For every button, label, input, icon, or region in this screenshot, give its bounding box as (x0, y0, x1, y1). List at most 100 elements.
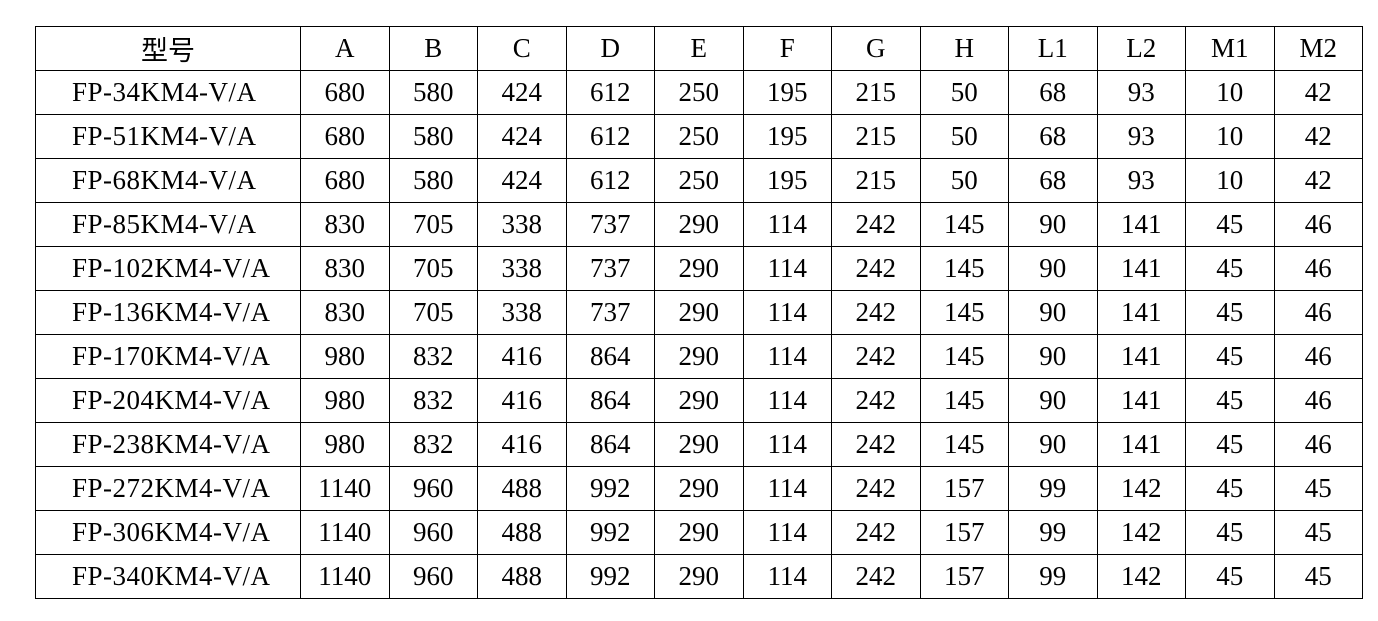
dimension-cell: 45 (1185, 334, 1275, 379)
dimension-cell: 250 (654, 114, 744, 159)
dimension-cell: 242 (831, 202, 921, 247)
column-header: M2 (1273, 26, 1363, 71)
dimension-cell: 488 (477, 466, 567, 511)
dimension-cell: 45 (1185, 510, 1275, 555)
dimension-cell: 290 (654, 378, 744, 423)
table-row: FP-85KM4-V/A 830 705 338 737 290 114 242 145 90 14… (35, 202, 1363, 247)
dimension-cell: 580 (388, 114, 478, 159)
table-row: FP-102KM4-V/A 830 705 338 737 290 114 242 145 90 1… (35, 246, 1363, 291)
dimension-cell: 141 (1096, 334, 1186, 379)
dimension-cell: 242 (831, 334, 921, 379)
dimension-cell: 980 (300, 422, 390, 467)
dimension-cell: 290 (654, 290, 744, 335)
dimension-cell: 290 (654, 466, 744, 511)
column-header: E (654, 26, 744, 71)
dimension-cell: 242 (831, 378, 921, 423)
model-cell: FP-85KM4-V/A (35, 202, 301, 247)
dimension-cell: 195 (742, 158, 832, 203)
dimension-cell: 705 (388, 246, 478, 291)
dimension-cell: 90 (1008, 334, 1098, 379)
dimension-cell: 42 (1273, 158, 1363, 203)
model-cell: FP-204KM4-V/A (35, 378, 301, 423)
dimension-cell: 145 (919, 422, 1009, 467)
column-header: C (477, 26, 567, 71)
dimension-cell: 142 (1096, 554, 1186, 599)
dimension-cell: 864 (565, 378, 655, 423)
dimension-cell: 45 (1273, 510, 1363, 555)
dimension-cell: 46 (1273, 290, 1363, 335)
dimension-cell: 46 (1273, 246, 1363, 291)
dimension-cell: 992 (565, 510, 655, 555)
dimension-cell: 93 (1096, 114, 1186, 159)
dimension-cell: 737 (565, 290, 655, 335)
dimension-cell: 215 (831, 70, 921, 115)
dimension-cell: 45 (1273, 466, 1363, 511)
dimension-cell: 114 (742, 466, 832, 511)
dimension-cell: 830 (300, 202, 390, 247)
dimension-cell: 864 (565, 422, 655, 467)
table-row: FP-34KM4-V/A 680 580 424 612 250 195 215 50 68 93 1… (35, 70, 1363, 115)
dimension-cell: 114 (742, 510, 832, 555)
dimension-cell: 250 (654, 70, 744, 115)
model-cell: FP-68KM4-V/A (35, 158, 301, 203)
dimension-cell: 90 (1008, 378, 1098, 423)
model-cell: FP-51KM4-V/A (35, 114, 301, 159)
column-header: 型号 (35, 26, 301, 71)
dimension-cell: 1140 (300, 510, 390, 555)
dimension-cell: 424 (477, 70, 567, 115)
dimension-cell: 680 (300, 158, 390, 203)
dimension-cell: 90 (1008, 422, 1098, 467)
table-row: FP-136KM4-V/A 830 705 338 737 290 114 242 145 90 1… (35, 290, 1363, 335)
model-cell: FP-306KM4-V/A (35, 510, 301, 555)
dimension-cell: 416 (477, 334, 567, 379)
dimension-cell: 737 (565, 202, 655, 247)
column-header: B (388, 26, 478, 71)
dimension-cell: 68 (1008, 70, 1098, 115)
dimension-cell: 50 (919, 158, 1009, 203)
dimension-cell: 142 (1096, 510, 1186, 555)
dimension-cell: 424 (477, 158, 567, 203)
table-row: FP-340KM4-V/A 1140 960 488 992 290 114 242 157 99… (35, 554, 1363, 599)
dimension-cell: 141 (1096, 202, 1186, 247)
dimension-cell: 580 (388, 158, 478, 203)
dimension-cell: 864 (565, 334, 655, 379)
dimension-cell: 145 (919, 246, 1009, 291)
dimension-cell: 45 (1185, 290, 1275, 335)
dimension-cell: 290 (654, 246, 744, 291)
dimension-cell: 99 (1008, 554, 1098, 599)
column-header: L1 (1008, 26, 1098, 71)
dimension-cell: 416 (477, 422, 567, 467)
dimension-cell: 145 (919, 202, 1009, 247)
dimension-cell: 157 (919, 466, 1009, 511)
dimension-cell: 992 (565, 554, 655, 599)
dimension-cell: 42 (1273, 114, 1363, 159)
dimension-cell: 45 (1185, 422, 1275, 467)
dimension-cell: 141 (1096, 422, 1186, 467)
table-row: FP-238KM4-V/A 980 832 416 864 290 114 242 145 90 1… (35, 422, 1363, 467)
dimension-cell: 242 (831, 422, 921, 467)
dimension-cell: 90 (1008, 290, 1098, 335)
column-header: H (919, 26, 1009, 71)
dimension-cell: 290 (654, 334, 744, 379)
dimension-cell: 830 (300, 246, 390, 291)
model-cell: FP-340KM4-V/A (35, 554, 301, 599)
dimension-cell: 195 (742, 114, 832, 159)
dimension-cell: 90 (1008, 202, 1098, 247)
dimension-cell: 99 (1008, 466, 1098, 511)
dimension-cell: 680 (300, 114, 390, 159)
dimension-cell: 215 (831, 158, 921, 203)
dimension-cell: 68 (1008, 158, 1098, 203)
dimension-cell: 90 (1008, 246, 1098, 291)
dimension-cell: 215 (831, 114, 921, 159)
dimension-cell: 980 (300, 334, 390, 379)
dimension-cell: 612 (565, 158, 655, 203)
dimension-cell: 114 (742, 290, 832, 335)
dimension-cell: 114 (742, 554, 832, 599)
dimension-cell: 46 (1273, 202, 1363, 247)
dimension-cell: 195 (742, 70, 832, 115)
dimension-cell: 50 (919, 114, 1009, 159)
dimension-cell: 1140 (300, 554, 390, 599)
column-header: G (831, 26, 921, 71)
model-cell: FP-34KM4-V/A (35, 70, 301, 115)
column-header: M1 (1185, 26, 1275, 71)
